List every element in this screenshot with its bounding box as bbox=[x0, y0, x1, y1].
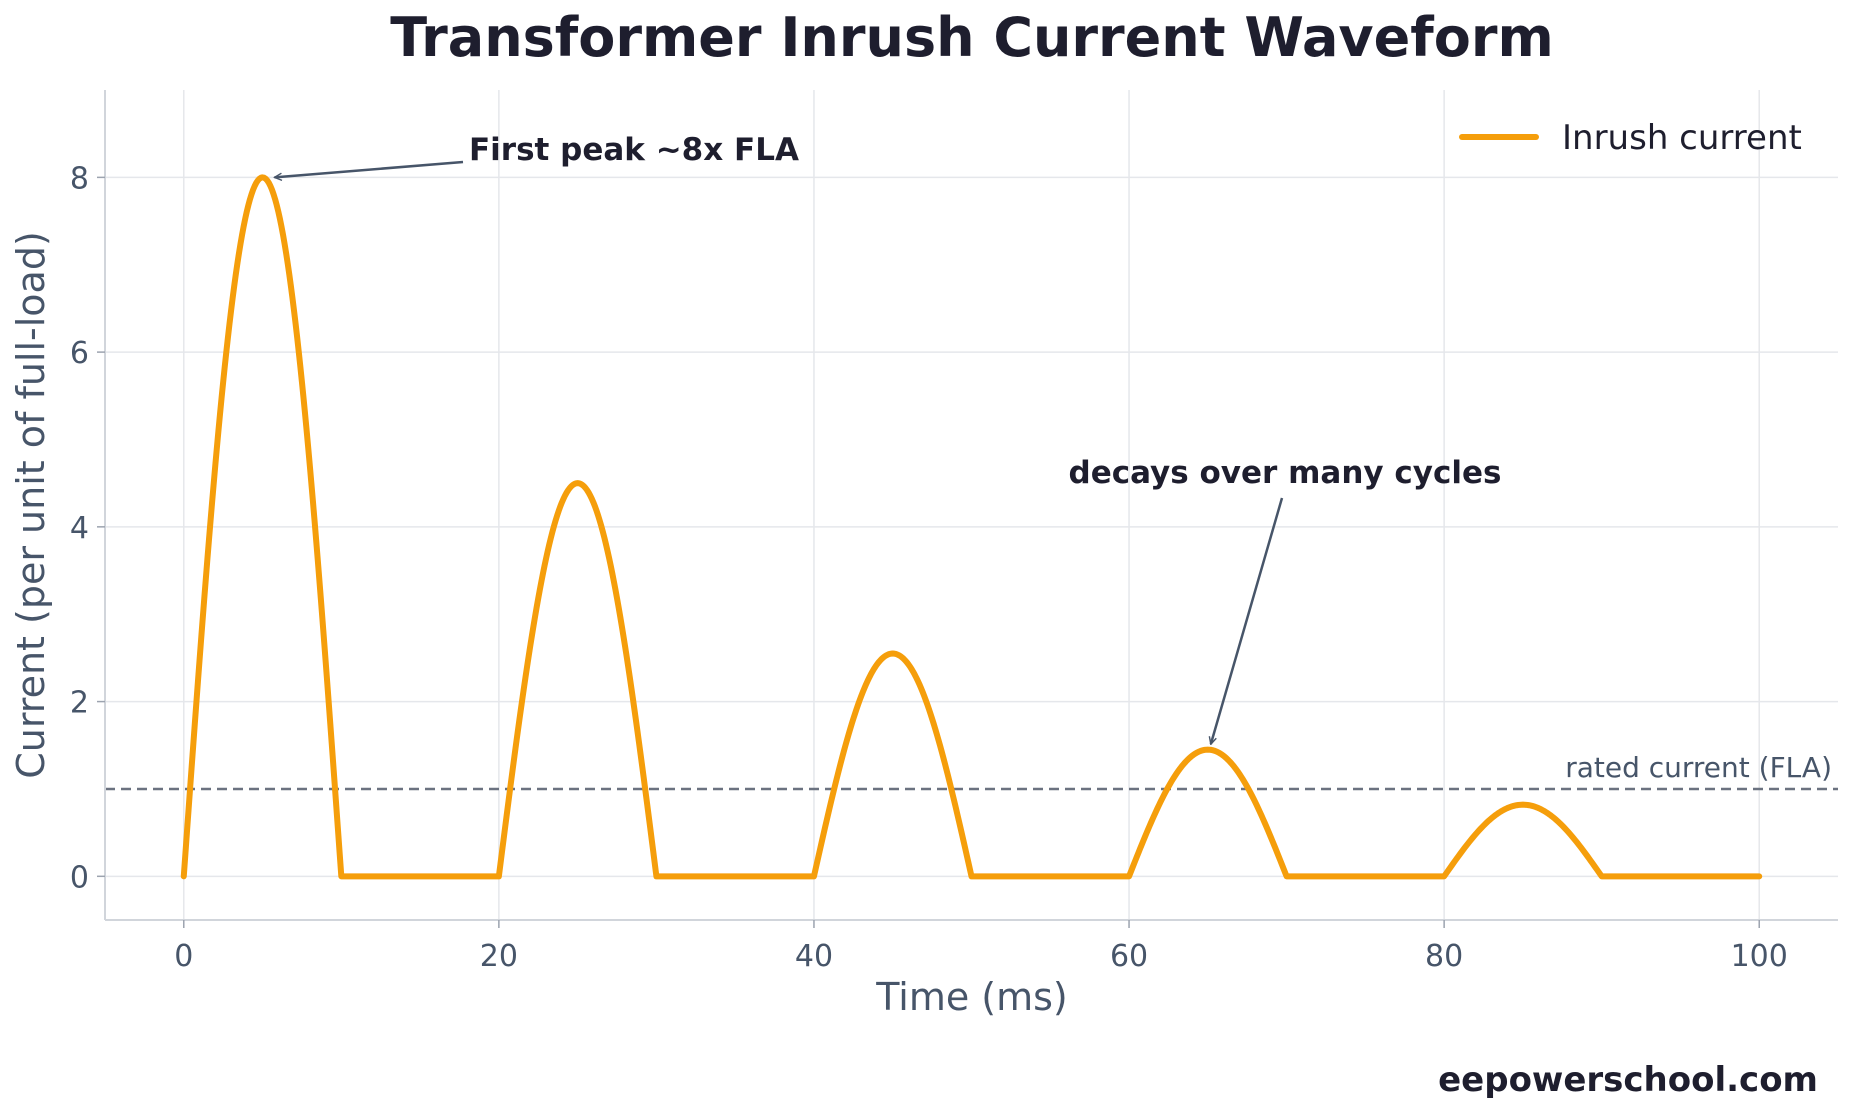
y-tick-label: 8 bbox=[70, 161, 89, 196]
x-tick-label: 100 bbox=[1731, 939, 1788, 974]
series-group bbox=[180, 174, 1763, 880]
x-ticks: 0 20 40 60 80 100 bbox=[174, 920, 1788, 974]
y-tick-label: 4 bbox=[70, 511, 89, 546]
chart-title: Transformer Inrush Current Waveform bbox=[390, 6, 1554, 69]
legend-label: Inrush current bbox=[1562, 118, 1802, 158]
reference-line-group: rated current (FLA) bbox=[105, 751, 1838, 791]
annotations: First peak ~8x FLA decays over many cycle… bbox=[275, 132, 1502, 744]
grid bbox=[105, 90, 1838, 920]
y-tick-label: 0 bbox=[70, 860, 89, 895]
x-axis-label: Time (ms) bbox=[875, 975, 1068, 1019]
x-tick-label: 60 bbox=[1110, 939, 1148, 974]
first-peak-annotation: First peak ~8x FLA bbox=[469, 132, 799, 168]
rated-current-label: rated current (FLA) bbox=[1565, 751, 1832, 784]
x-tick-label: 0 bbox=[174, 939, 193, 974]
first-peak-arrow bbox=[275, 160, 464, 177]
decay-annotation: decays over many cycles bbox=[1069, 455, 1502, 491]
inrush-current-line bbox=[180, 174, 1763, 880]
decay-arrow bbox=[1211, 497, 1284, 744]
y-tick-label: 6 bbox=[70, 336, 89, 371]
x-tick-label: 40 bbox=[795, 939, 833, 974]
y-tick-label: 2 bbox=[70, 686, 89, 721]
x-tick-label: 80 bbox=[1425, 939, 1463, 974]
x-tick-label: 20 bbox=[480, 939, 518, 974]
watermark: eepowerschool.com bbox=[1438, 1060, 1818, 1100]
y-ticks: 0 2 4 6 8 bbox=[70, 161, 105, 895]
legend: Inrush current bbox=[1459, 118, 1802, 158]
y-axis-label: Current (per unit of full-load) bbox=[9, 231, 53, 779]
